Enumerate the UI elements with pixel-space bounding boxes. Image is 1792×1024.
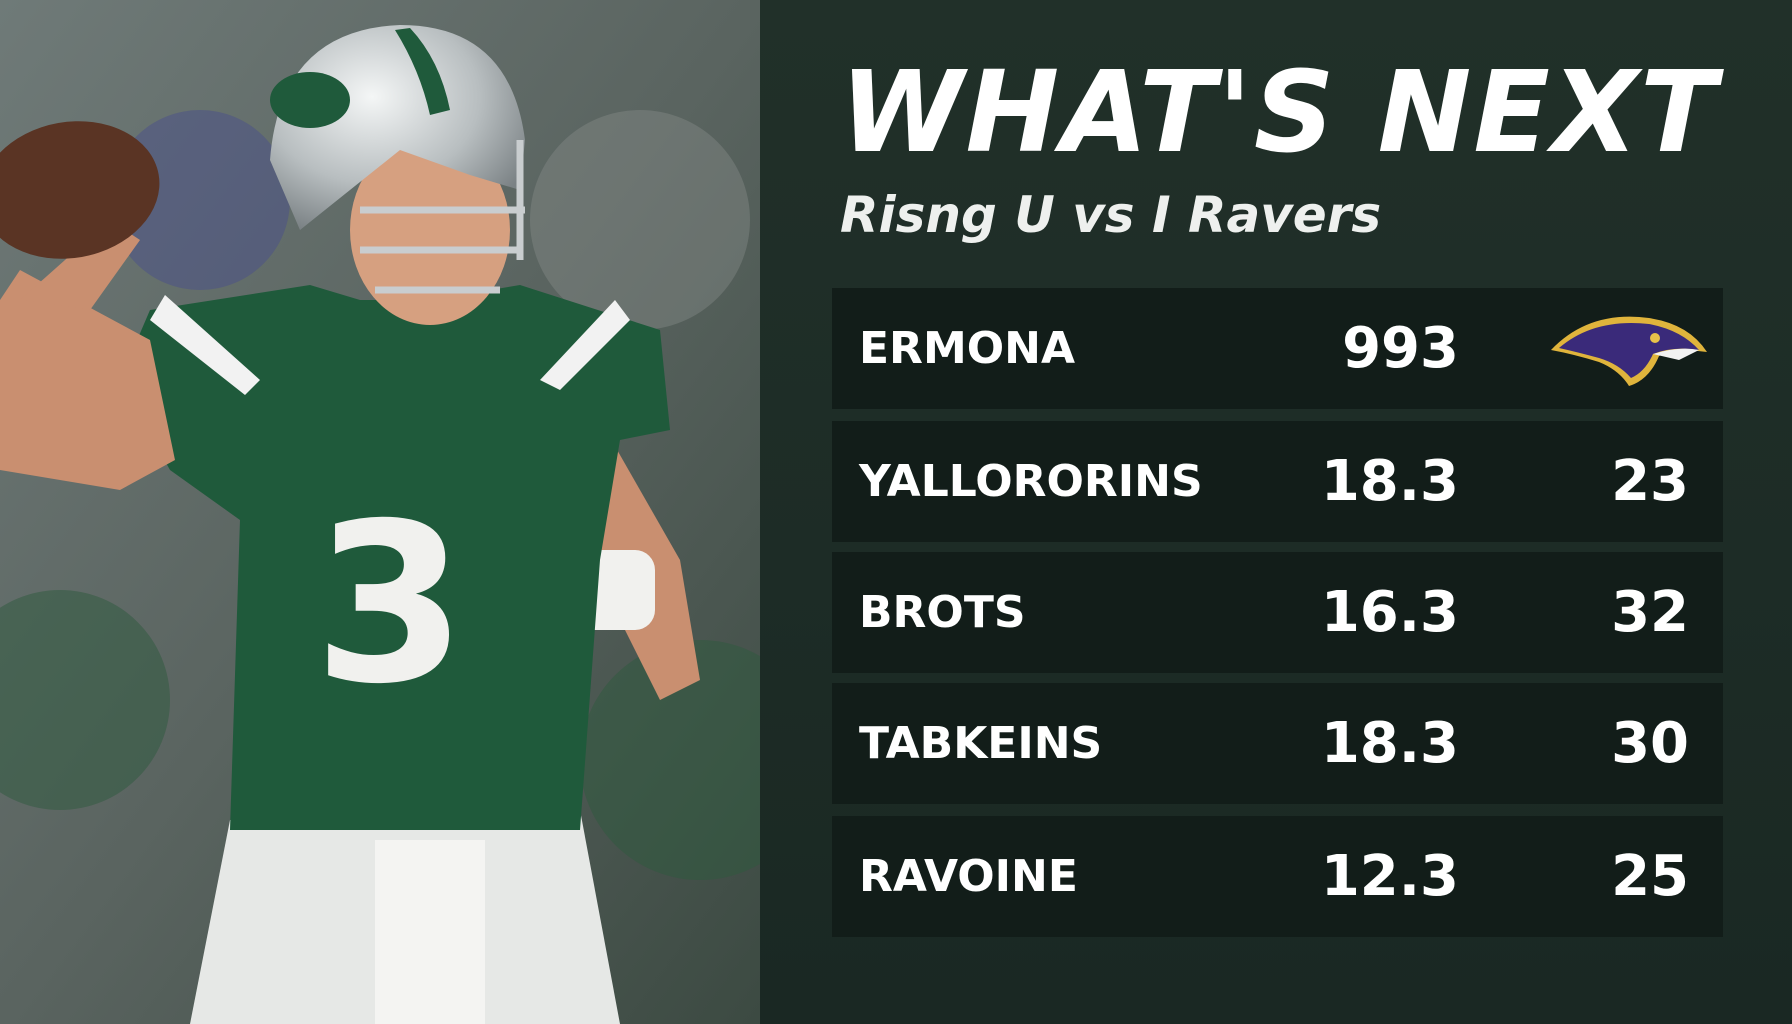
ravens-logo (1551, 316, 1707, 386)
row-label: ERMONA (859, 323, 1076, 374)
row-value: 18.3 (1320, 449, 1459, 514)
row-value: 12.3 (1320, 844, 1459, 909)
row-value: 16.3 (1320, 580, 1459, 645)
row-value: 23 (1611, 449, 1689, 514)
row-label: TABKEINS (859, 718, 1103, 769)
row-label: RAVOINE (859, 851, 1078, 902)
row-value: 18.3 (1320, 711, 1459, 776)
row-value: 30 (1611, 711, 1689, 776)
table-row: RAVOINE 12.3 25 (832, 816, 1723, 937)
row-value: 25 (1611, 844, 1689, 909)
title: WHAT'S NEXT (840, 48, 1719, 178)
table-row: ERMONA 993 (832, 288, 1723, 409)
row-label: BROTS (859, 587, 1026, 638)
player-photo: 3 (0, 0, 760, 1024)
table-row: YALLORORINS 18.3 23 (832, 421, 1723, 542)
row-value: 32 (1611, 580, 1689, 645)
table-row: TABKEINS 18.3 30 (832, 683, 1723, 804)
row-value: 993 (1342, 316, 1459, 381)
jersey-number: 3 (313, 476, 466, 732)
subtitle: Risng U vs I Ravers (840, 186, 1382, 244)
table-row: BROTS 16.3 32 (832, 552, 1723, 673)
row-label: YALLORORINS (859, 456, 1203, 507)
schedule-panel: WHAT'S NEXT Risng U vs I Ravers ERMONA 99… (760, 0, 1792, 1024)
